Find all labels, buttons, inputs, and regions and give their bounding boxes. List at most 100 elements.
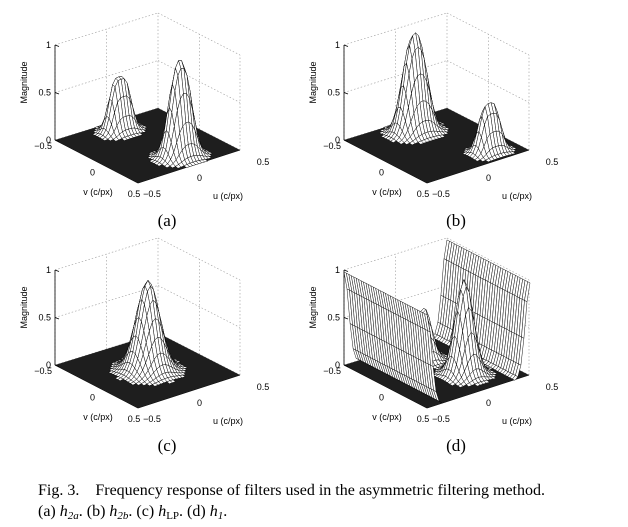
u-tick-label: 0 [197,173,202,183]
caption-item-end: . [128,503,137,520]
surface-mesh [92,60,213,169]
u-axis-label: u (c/px) [213,416,243,426]
u-tick-label: 0.5 [546,382,559,392]
v-axis-label: v (c/px) [372,187,402,197]
caption-item-tag: (b) [86,503,110,520]
grid-line [343,60,448,93]
z-tick [343,317,349,320]
grid-line [446,12,530,56]
z-tick-label: 0.5 [38,313,51,323]
u-tick-label: −0.5 [432,189,450,199]
grid-line [157,285,241,328]
caption-item-symbol: h [109,503,118,520]
ticks: 00.51−0.500.5 −0.500.5 [34,265,269,424]
u-tick-label: 0 [486,398,491,408]
surface-floor [55,108,240,183]
v-tick-label: 0.5 [128,189,141,199]
caption-item: (a) h2a. [38,503,87,522]
v-axis-label: v (c/px) [83,187,113,197]
caption-item-tag: (d) [187,503,210,520]
v-tick-label: 0.5 [417,189,430,199]
surface-mesh [378,32,517,163]
v-tick-label: 0 [90,168,95,178]
z-tick [54,269,60,272]
figure-caption: Fig. 3. Frequency response of filters us… [38,480,623,527]
ticks: 00.51−0.500.5 −0.500.5 [34,40,269,199]
z-tick [343,364,349,367]
z-tick-label: 1 [335,265,340,275]
surface-mesh [108,280,188,387]
caption-item-symbol: h [209,503,218,520]
surface-cell [485,158,492,163]
z-tick-label: 1 [46,40,51,50]
caption-item: (c) hLP. [136,503,188,522]
z-tick-label: 0.5 [327,88,340,98]
panel-label: (a) [158,211,177,230]
z-tick [54,364,60,367]
v-tick-label: 0.5 [417,414,430,424]
caption-text: Frequency response of filters used in th… [95,482,545,499]
caption-line-1: Fig. 3. Frequency response of filters us… [38,480,623,501]
surface-cell [512,375,519,381]
grid-line [54,285,159,318]
z-tick [54,317,60,320]
v-tick-label: 0 [379,393,384,403]
caption-item-end: . [78,503,87,520]
u-tick-label: 0 [197,398,202,408]
caption-item-subscript: LP [166,510,180,522]
surface-cell [474,382,481,387]
caption-item: (b) h2b. [86,503,137,522]
z-tick-label: 0 [335,360,340,370]
v-tick-label: −0.5 [323,141,341,151]
z-tick [54,44,60,47]
grid-line [157,12,241,56]
surface-cell [409,140,416,146]
u-tick-label: −0.5 [143,189,161,199]
surface-cell [457,383,464,388]
v-tick-label: 0 [90,393,95,403]
z-tick-label: 0.5 [327,313,340,323]
u-tick-label: 0.5 [257,382,270,392]
caption-item-subscript: 2b [117,510,129,522]
z-tick-label: 0 [335,135,340,145]
u-tick-label: −0.5 [143,414,161,424]
u-tick-label: 0 [486,173,491,183]
surface-cell [175,164,182,169]
caption-item-symbol: h [59,503,68,520]
ticks: 00.51−0.500.5 −0.500.5 [323,265,558,424]
surface-cell [121,136,128,141]
ticks: 00.51−0.500.5 −0.500.5 [323,40,558,199]
z-tick [54,139,60,142]
surface-cell [166,380,173,384]
u-tick-label: 0.5 [546,157,559,167]
z-tick [343,92,349,95]
panel-label: (d) [446,436,466,455]
z-tick [54,92,60,95]
u-axis-label: u (c/px) [502,416,532,426]
y-axis-label: Magnitude [308,286,318,328]
surface-mesh [343,239,531,404]
u-axis-label: u (c/px) [502,191,532,201]
surface-cell [424,313,431,333]
caption-item-subscript: 1 [217,510,224,522]
v-tick-label: 0 [379,168,384,178]
caption-item-symbol: h [158,503,167,520]
surface-cell [183,164,190,168]
y-axis-label: Magnitude [19,286,29,328]
y-axis-label: Magnitude [19,61,29,103]
grid-line [446,237,530,281]
surface-cell [466,382,473,387]
y-axis-label: Magnitude [308,61,318,103]
figure-3: 0 0.5 1 −0.5 0 0.5 −0.5 0 0.5 Magnitude v (c/px) u … [19,12,558,455]
v-axis-label: v (c/px) [83,412,113,422]
z-tick-label: 0 [46,360,51,370]
v-tick-label: 0.5 [128,414,141,424]
caption-item-end: . [179,503,188,520]
z-tick-label: 1 [335,40,340,50]
z-tick [343,44,349,47]
u-tick-label: −0.5 [432,414,450,424]
